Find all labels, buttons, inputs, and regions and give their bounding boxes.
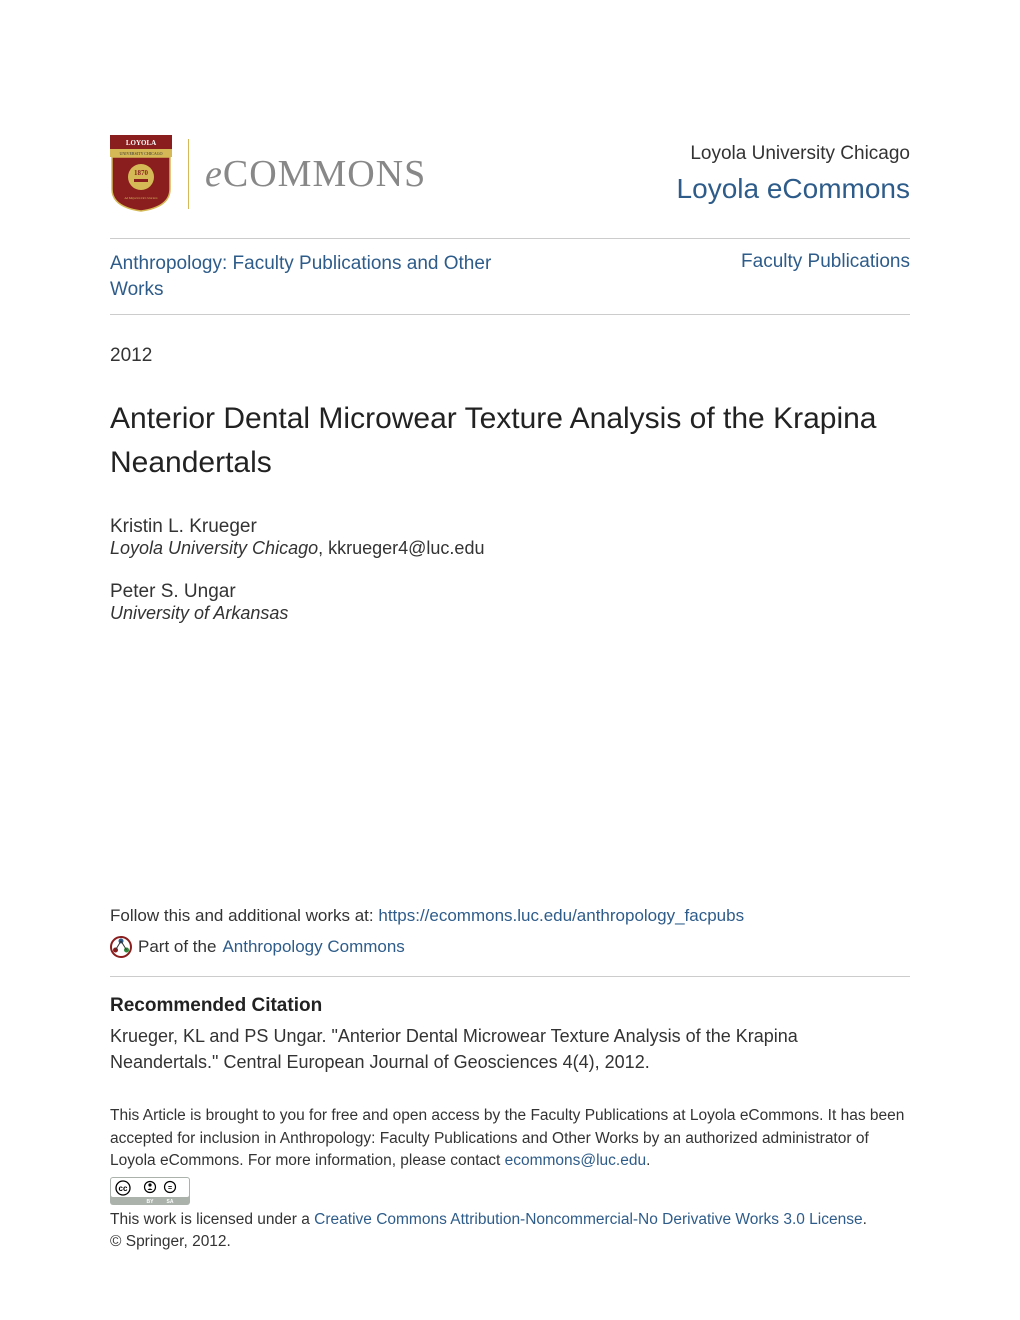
svg-text:=: = [168,1185,172,1192]
part-of-prefix: Part of the [138,937,216,957]
author-email: , kkrueger4@luc.edu [318,538,484,558]
repository-link[interactable]: Loyola eCommons [677,173,910,204]
svg-text:1870: 1870 [134,169,149,177]
divider-citation [110,976,910,977]
breadcrumb-nav: Anthropology: Faculty Publications and O… [110,239,910,314]
license-prefix: This work is licensed under a [110,1211,314,1228]
article-title: Anterior Dental Microwear Texture Analys… [110,397,910,484]
content-spacer [110,646,910,906]
citation-text: Krueger, KL and PS Ungar. "Anterior Dent… [110,1023,910,1075]
follow-prefix: Follow this and additional works at: [110,906,378,925]
collection-link[interactable]: Anthropology: Faculty Publications and O… [110,251,540,302]
svg-text:UNIVERSITY CHICAGO: UNIVERSITY CHICAGO [119,151,162,156]
svg-text:SA: SA [167,1199,174,1205]
logo-divider [188,139,189,209]
author-name: Peter S. Ungar [110,581,910,603]
svg-text:BY: BY [147,1199,155,1205]
footer-block: This Article is brought to you for free … [110,1105,910,1253]
cc-license-badge[interactable]: cc = BY SA [110,1177,910,1205]
author-block-1: Kristin L. Krueger Loyola University Chi… [110,516,910,559]
contact-email-link[interactable]: ecommons@luc.edu [505,1152,647,1169]
publication-year: 2012 [110,345,910,367]
network-icon [110,936,132,958]
license-suffix: . [863,1211,867,1228]
author-name: Kristin L. Krueger [110,516,910,538]
ecommons-e: e [205,153,223,195]
svg-text:LOYOLA: LOYOLA [126,139,156,147]
follow-line: Follow this and additional works at: htt… [110,906,910,926]
university-name: Loyola University Chicago [677,143,910,165]
logo-block: LOYOLA UNIVERSITY CHICAGO 1870 Ad Majore… [110,135,426,213]
svg-text:Ad Majorem Dei Gloriam: Ad Majorem Dei Gloriam [124,196,159,200]
access-suffix: . [646,1152,650,1169]
parent-collection-link[interactable]: Faculty Publications [741,251,910,273]
follow-url-link[interactable]: https://ecommons.luc.edu/anthropology_fa… [378,906,744,925]
divider-nav [110,314,910,315]
author-affiliation: Loyola University Chicago, kkrueger4@luc… [110,538,910,559]
ecommons-wordmark: eCOMMONS [205,152,426,196]
part-of-row: Part of the Anthropology Commons [110,936,910,958]
copyright-text: © Springer, 2012. [110,1233,231,1250]
svg-text:cc: cc [119,1184,128,1193]
header: LOYOLA UNIVERSITY CHICAGO 1870 Ad Majore… [110,135,910,213]
citation-heading: Recommended Citation [110,995,910,1017]
ecommons-rest: COMMONS [223,153,426,195]
author-block-2: Peter S. Ungar University of Arkansas [110,581,910,624]
header-right: Loyola University Chicago Loyola eCommon… [677,143,910,205]
commons-link[interactable]: Anthropology Commons [222,937,404,957]
license-link[interactable]: Creative Commons Attribution-Noncommerci… [314,1211,862,1228]
affiliation-text: Loyola University Chicago [110,538,318,558]
author-affiliation: University of Arkansas [110,603,910,624]
loyola-shield-logo: LOYOLA UNIVERSITY CHICAGO 1870 Ad Majore… [110,135,172,213]
